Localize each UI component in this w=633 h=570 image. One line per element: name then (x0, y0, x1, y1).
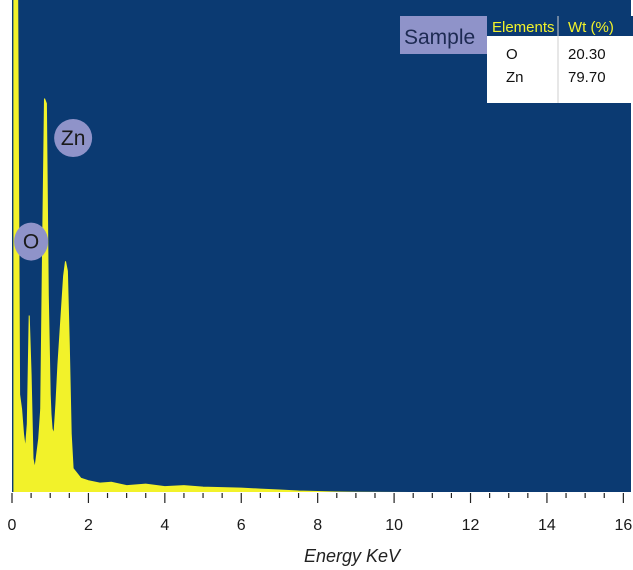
peak-label-text: Zn (61, 127, 86, 150)
table-header (487, 16, 633, 36)
x-axis-title: Energy KeV (304, 546, 402, 566)
peak-label-text: O (23, 231, 39, 254)
peak-label: Zn (54, 119, 93, 158)
peak-label-bubble (54, 119, 93, 158)
x-axis-ticks (11, 493, 624, 503)
x-tick-label: 14 (538, 517, 556, 534)
sample-legend: Sample (400, 16, 488, 54)
x-tick-label: 8 (313, 517, 322, 534)
x-tick-label: 4 (160, 517, 169, 534)
table-cell-element: O (506, 46, 518, 63)
table-cell-element: Zn (506, 69, 524, 86)
table-header-wt: Wt (%) (568, 19, 614, 36)
peak-label-bubble (14, 222, 49, 261)
x-tick-label: 16 (614, 517, 632, 534)
x-tick-label: 0 (8, 517, 17, 534)
sample-label: Sample (404, 26, 475, 49)
x-axis-tick-labels: 0 2 4 6 8 10 12 14 16 (8, 517, 633, 534)
spectrum-area (13, 0, 624, 494)
table-body (487, 36, 633, 103)
peak-labels: OZnZn (14, 119, 93, 261)
table-cell-wt: 79.70 (568, 69, 606, 86)
peak-label: O (14, 222, 49, 261)
table-cell-wt: 20.30 (568, 46, 606, 63)
x-tick-label: 12 (462, 517, 480, 534)
table-header-elements: Elements (492, 19, 555, 36)
sample-box (400, 16, 488, 54)
x-tick-label: 2 (84, 517, 93, 534)
x-tick-label: 10 (385, 517, 403, 534)
x-tick-label: 6 (237, 517, 246, 534)
composition-table: Elements Wt (%) O 20.30 Zn 79.70 (487, 16, 633, 103)
